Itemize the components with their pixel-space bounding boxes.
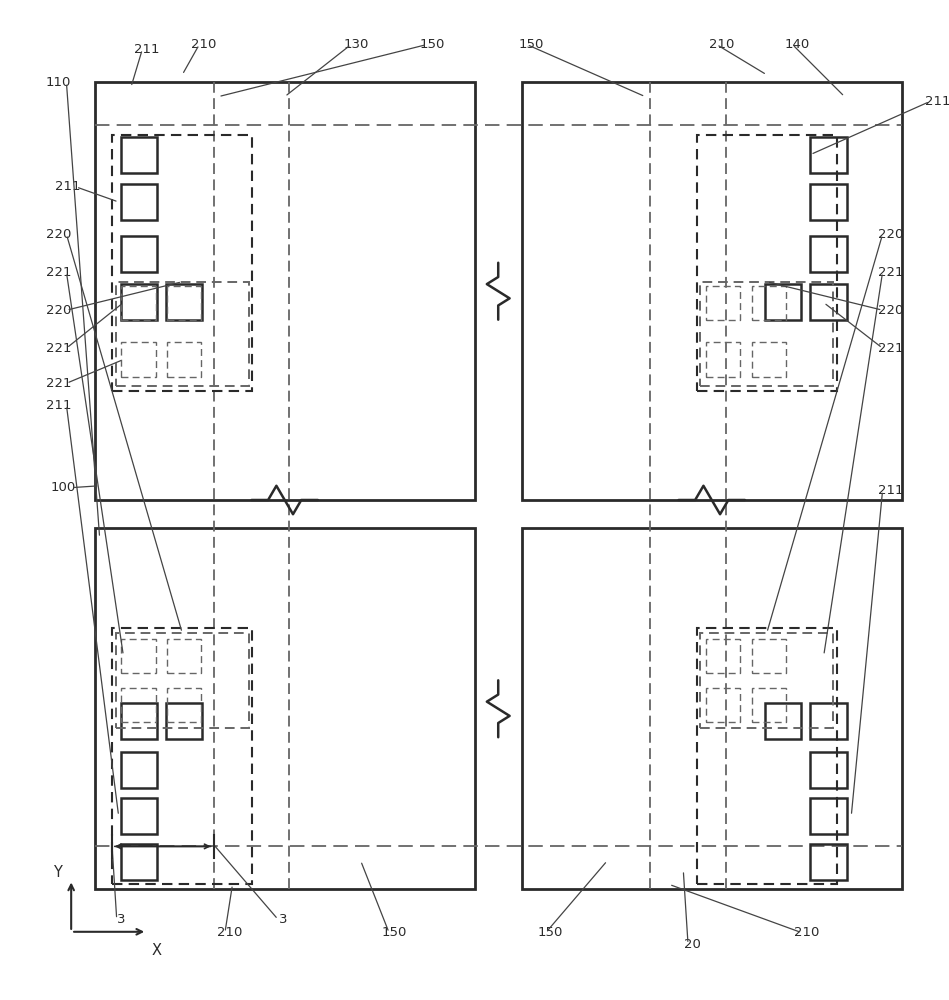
Bar — [752, 342, 786, 377]
Bar — [167, 342, 201, 377]
Text: 211: 211 — [925, 95, 949, 108]
Bar — [121, 284, 157, 320]
Text: 150: 150 — [381, 926, 406, 939]
Text: 150: 150 — [538, 926, 563, 939]
Bar — [167, 639, 201, 673]
Text: 221: 221 — [878, 342, 903, 355]
Text: 220: 220 — [46, 304, 71, 317]
Bar — [752, 639, 786, 673]
Text: 211: 211 — [55, 180, 81, 193]
Bar — [700, 633, 833, 728]
Bar — [810, 703, 847, 739]
Text: 210: 210 — [192, 38, 216, 51]
Bar — [810, 798, 847, 834]
Bar — [121, 798, 157, 834]
Bar — [121, 703, 157, 739]
Text: 220: 220 — [878, 304, 903, 317]
Text: 220: 220 — [46, 228, 71, 241]
Text: 220: 220 — [878, 228, 903, 241]
Bar — [121, 236, 157, 272]
Text: 130: 130 — [344, 38, 368, 51]
Text: 221: 221 — [878, 266, 903, 279]
Bar — [706, 286, 740, 320]
Bar — [810, 236, 847, 272]
Bar — [752, 286, 786, 320]
Bar — [167, 286, 201, 320]
Bar — [765, 703, 801, 739]
Bar — [95, 528, 474, 889]
Text: 210: 210 — [217, 926, 242, 939]
Bar — [166, 703, 202, 739]
Bar — [700, 282, 833, 386]
Text: 221: 221 — [46, 377, 71, 390]
Bar — [95, 82, 474, 500]
Bar — [810, 284, 847, 320]
Bar — [112, 628, 252, 884]
Bar — [810, 184, 847, 220]
Bar — [697, 135, 837, 391]
Text: Y: Y — [53, 865, 62, 880]
Bar — [116, 633, 249, 728]
Text: 150: 150 — [419, 38, 444, 51]
Text: 140: 140 — [785, 38, 809, 51]
Bar — [810, 137, 847, 173]
Bar — [121, 342, 156, 377]
Bar — [752, 688, 786, 722]
Bar — [810, 844, 847, 880]
Text: 20: 20 — [684, 938, 701, 951]
Bar — [706, 688, 740, 722]
Bar — [121, 844, 157, 880]
Bar — [810, 752, 847, 788]
Bar — [765, 284, 801, 320]
Bar — [121, 137, 157, 173]
Bar — [522, 528, 902, 889]
Text: 210: 210 — [794, 926, 819, 939]
Bar — [166, 284, 202, 320]
Text: 150: 150 — [519, 38, 544, 51]
Text: 211: 211 — [46, 399, 71, 412]
Bar — [167, 688, 201, 722]
Text: 221: 221 — [46, 266, 71, 279]
Text: 210: 210 — [709, 38, 734, 51]
Text: 221: 221 — [46, 342, 71, 355]
Bar — [121, 639, 156, 673]
Bar — [112, 135, 252, 391]
Text: 100: 100 — [50, 481, 76, 494]
Bar — [522, 82, 902, 500]
Text: 211: 211 — [135, 43, 159, 56]
Bar — [697, 628, 837, 884]
Bar — [121, 286, 156, 320]
Bar — [121, 184, 157, 220]
Bar — [706, 639, 740, 673]
Text: 211: 211 — [878, 484, 903, 497]
Text: 3: 3 — [118, 913, 125, 926]
Bar — [706, 342, 740, 377]
Bar — [116, 282, 249, 386]
Text: X: X — [152, 943, 161, 958]
Text: 3: 3 — [279, 913, 287, 926]
Text: 110: 110 — [46, 76, 71, 89]
Bar — [121, 688, 156, 722]
Bar — [121, 752, 157, 788]
